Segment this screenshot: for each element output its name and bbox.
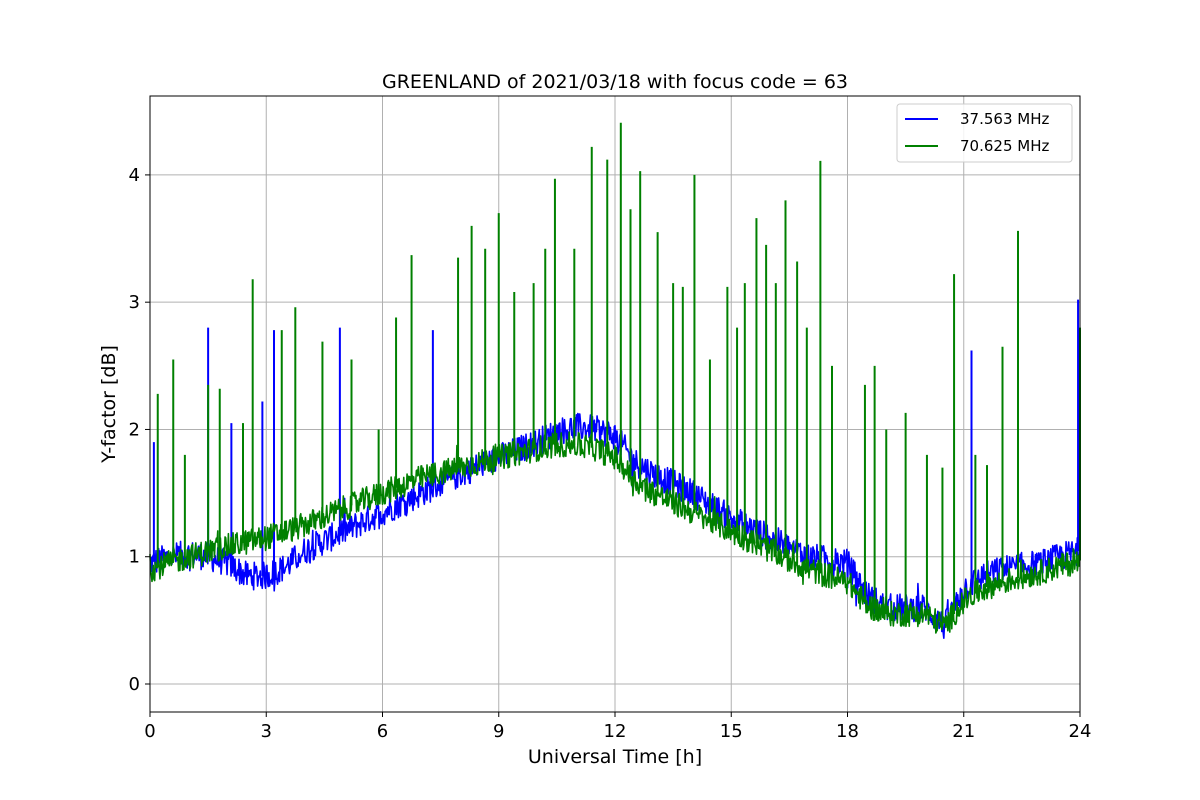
x-tick-label: 9 [493,721,504,742]
series-1 [149,299,1081,640]
y-tick-label: 2 [129,419,140,440]
x-tick-label: 21 [952,721,975,742]
x-tick-label: 0 [144,721,155,742]
series-2 [149,122,1081,634]
y-tick-label: 0 [129,674,140,695]
legend: 37.563 MHz 70.625 MHz [896,103,1073,163]
series-line-2 [149,431,1081,634]
y-tick-label: 4 [129,165,140,186]
x-axis-label: Universal Time [h] [528,746,702,768]
y-tick-label: 1 [129,547,140,568]
legend-box [896,103,1073,163]
x-tick-label: 3 [261,721,272,742]
x-tick-label: 24 [1069,721,1092,742]
y-axis-label: Y-factor [dB] [98,345,120,464]
legend-label-series-1: 37.563 MHz [960,110,1049,128]
legend-label-series-2: 70.625 MHz [960,137,1049,155]
x-tick-label: 12 [604,721,627,742]
series-layer [149,122,1081,640]
x-tick-label: 15 [720,721,743,742]
series-line-1 [149,412,1081,640]
x-tick-label: 6 [377,721,388,742]
x-tick-label: 18 [836,721,859,742]
y-tick-label: 3 [129,292,140,313]
chart-title: GREENLAND of 2021/03/18 with focus code … [382,71,848,93]
